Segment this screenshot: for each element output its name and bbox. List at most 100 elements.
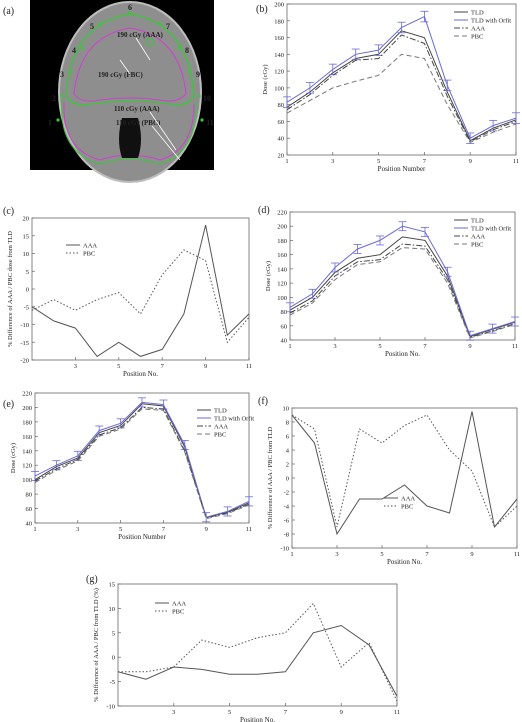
x-axis-label: Position Number [378,165,426,173]
measurement-point-label: 9 [196,70,200,79]
legend-label: PBC [83,251,95,258]
isodose-190-aaa-line [65,13,195,106]
x-tick-label: 7 [284,709,288,716]
isodose-190-pbc-line [73,27,187,102]
y-tick-label: 120 [22,463,32,470]
series-line [289,247,516,339]
measurement-point-marker [80,46,84,50]
legend-label: PBC [172,609,184,616]
x-tick-label: 1 [288,343,291,350]
y-tick-label: 80 [26,492,33,499]
panel-label: (e) [3,399,14,410]
y-tick-label: 5 [26,269,29,276]
measurement-point-marker [197,94,201,98]
x-axis-label: Position No. [385,350,420,358]
pointer-line [149,111,177,151]
x-tick-label: 3 [333,343,336,350]
legend-label: AAA [172,601,186,608]
isodose-110-aaa-line [61,99,197,165]
head-contour [58,1,202,183]
x-tick-label: 5 [377,158,380,165]
legend-label: TLD [471,218,484,225]
series-line [34,406,250,519]
measurement-point-label: 6 [128,3,132,12]
chart-d: (d) 40 60 80 100 120 140 160 180 200 220 1 3 5 7 9 11 Pos… [258,205,519,358]
measurement-point-marker [177,46,181,50]
chart-e: (e) 40 60 80 100 120 140 160 180 200 220 1 3 5 7 9 11 Pos… [3,391,254,542]
panel-a-label: (a) [3,6,14,17]
series-line [34,408,250,520]
measurement-point-marker [128,11,132,15]
plot-frame [289,211,516,341]
series-line [286,34,517,143]
x-tick-label: 3 [74,363,77,370]
x-axis-label: Position No. [387,558,422,566]
isodose-label: 110 cGy (PBC) [116,119,161,127]
y-axis-label: % Difference of AAA / PBC from TLD (%) [93,588,100,702]
x-tick-label: 3 [172,709,175,716]
y-tick-label: 10 [283,406,290,413]
y-axis-label: % Difference of AAA / PBC dose from TLD [7,231,14,347]
y-tick-label: 15 [23,233,30,240]
y-tick-label: -10 [280,546,289,553]
x-tick-label: 7 [423,343,427,350]
y-tick-label: 40 [26,521,33,528]
y-tick-label: 100 [274,85,284,92]
x-tick-label: 9 [470,551,473,558]
y-tick-label: 180 [274,18,284,25]
isodose-label: 190 cGy (AAA) [117,31,164,39]
measurement-point-labels: 1 2 3 4 5 6 7 8 9 10 11 [48,3,214,127]
y-tick-label: -5 [24,304,29,311]
x-tick-label: 5 [378,343,381,350]
series-line [31,249,250,344]
y-tick-label: 20 [278,153,285,160]
legend-label: AAA [83,243,97,250]
y-tick-label: -10 [20,322,29,329]
y-axis-label: Dose (cGy) [10,443,17,473]
y-tick-label: 120 [274,69,284,76]
plot-frame [117,583,398,707]
x-tick-label: 11 [513,158,519,165]
y-tick-label: 220 [277,210,287,217]
y-tick-label: 6 [286,434,290,441]
legend-label: PBC [471,34,483,41]
y-axis-label: Dose (cGy) [265,261,272,291]
y-tick-label: 5 [112,630,115,637]
x-tick-label: 1 [33,526,36,533]
measurement-point-label: 4 [72,46,76,55]
x-tick-label: 3 [335,551,338,558]
legend-label: PBC [471,242,483,249]
y-tick-label: 60 [26,506,33,513]
x-tick-label: 5 [117,363,120,370]
y-tick-label: 100 [277,295,287,302]
measurement-point-marker [98,22,102,26]
measurement-point-label: 8 [185,46,189,55]
series-line [286,53,517,144]
y-tick-label: -6 [284,518,290,525]
y-tick-label: 160 [22,434,32,441]
plot-frame [291,407,518,549]
x-tick-label: 5 [228,709,231,716]
chart-c: (c) -20 -15 -10 -5 0 5 10 15 20 3 5 7 9 11 Position No.… [3,206,252,378]
x-tick-label: 9 [340,709,343,716]
x-tick-label: 9 [469,158,472,165]
y-axis-label: Dose (cGy) [262,64,269,94]
y-tick-label: 140 [274,52,284,59]
plot-frame [286,3,517,156]
y-tick-label: 80 [281,309,288,316]
chart-f: (f) -10 -8 -6 -4 -2 0 2 4 6 8 10 1 3 5 7 9 11 Position No.… [258,396,520,566]
series-line [286,30,517,142]
y-tick-label: -4 [284,504,290,511]
legend-label: AAA [401,496,415,503]
measurement-point-label: 3 [60,70,64,79]
y-tick-label: -8 [284,532,289,539]
x-tick-label: 11 [246,363,252,370]
y-tick-label: -15 [20,340,29,347]
panel-label: (f) [258,396,268,407]
x-tick-label: 7 [425,551,429,558]
measurement-point-label: 2 [52,94,56,103]
legend-label: AAA [471,26,485,33]
y-tick-label: 15 [109,582,116,589]
y-tick-label: 200 [274,2,284,9]
